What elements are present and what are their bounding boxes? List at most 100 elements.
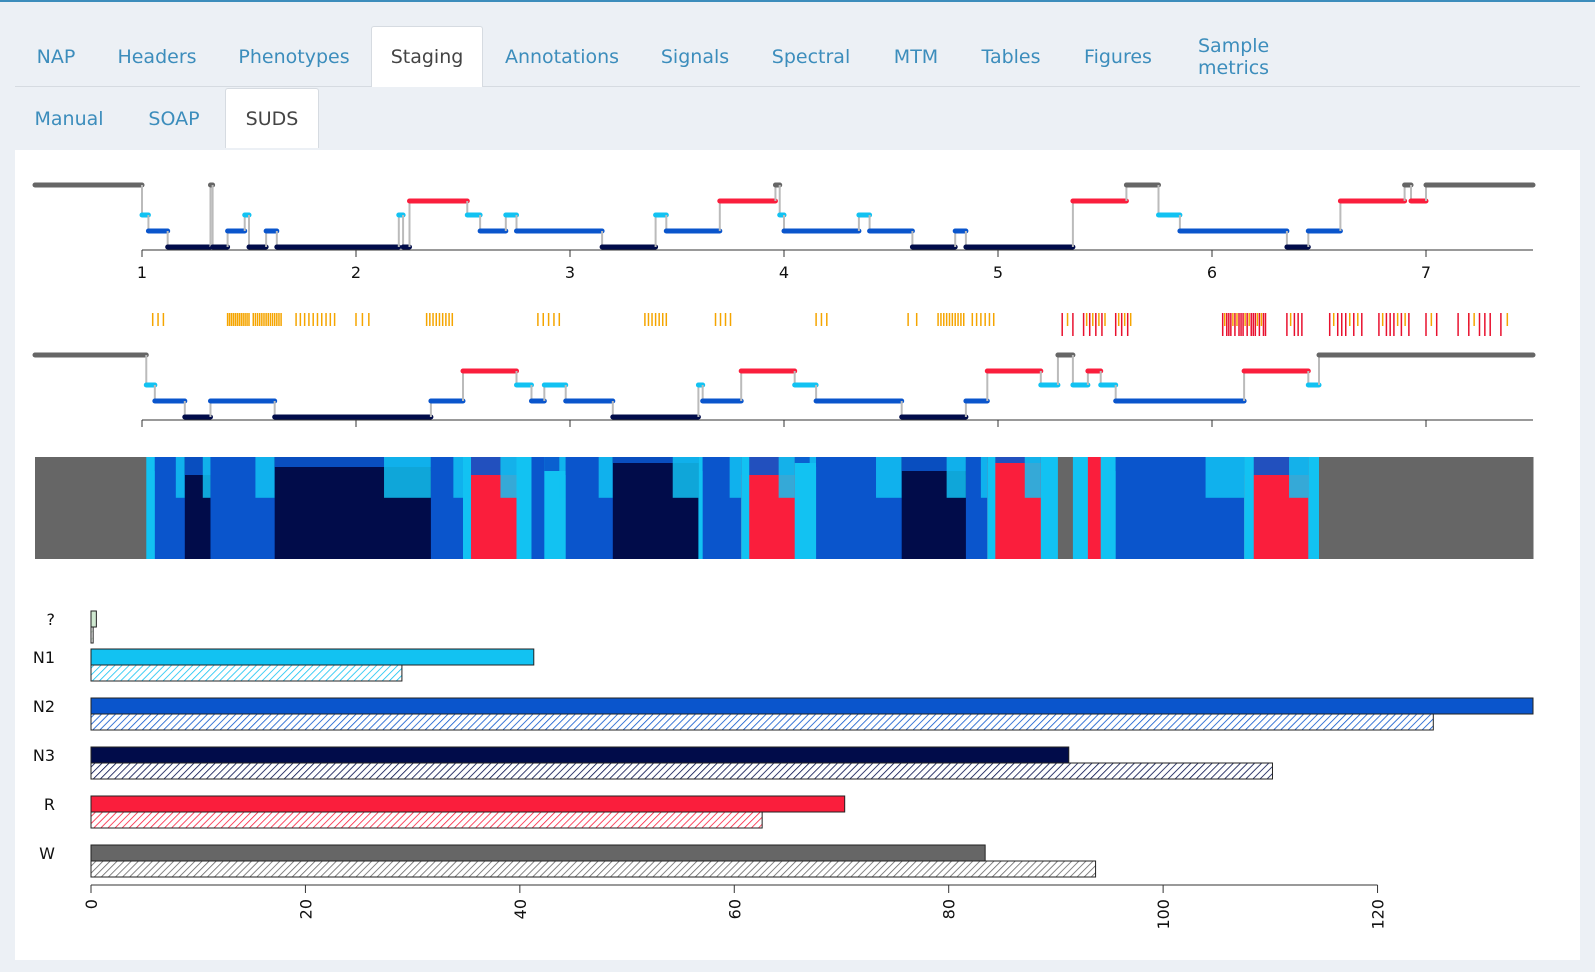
probability-band: [741, 457, 750, 559]
bar-category-label: N1: [33, 648, 55, 667]
probability-band: [794, 457, 817, 463]
stage-duration-barplot: ? N1 N2 N3 R W 0 20 40 60 80 100 120: [33, 610, 1534, 930]
probability-band: [672, 457, 699, 498]
tab-signals[interactable]: Signals: [641, 26, 749, 86]
staging-subtab-bar: Manual SOAP SUDS: [15, 88, 1580, 148]
bar-primary-W: [90, 844, 986, 862]
x-tick-label: 5: [993, 433, 1003, 435]
probability-band: [463, 457, 472, 559]
bar-secondary-R: [90, 811, 763, 829]
probability-block-W: [1057, 457, 1074, 559]
probability-band: [729, 457, 742, 498]
tab-staging-label: Staging: [390, 46, 464, 68]
confidence-ticks: [151, 313, 1509, 336]
x-tick-label: 2: [351, 263, 361, 282]
bar-primary-N3: [90, 746, 1070, 764]
probability-band: [202, 457, 211, 498]
tab-tables[interactable]: Tables: [959, 26, 1063, 86]
subtab-manual-label: Manual: [34, 107, 104, 130]
tab-staging[interactable]: Staging: [371, 26, 483, 87]
probability-band: [778, 457, 795, 498]
probability-band: [987, 457, 1041, 463]
bar-x-tick-label: 80: [940, 899, 959, 919]
tab-nap[interactable]: NAP: [15, 26, 97, 86]
probability-band: [1205, 457, 1245, 498]
probability-band: [559, 457, 566, 498]
subtab-suds[interactable]: SUDS: [225, 88, 319, 148]
x-tick-label: 1: [137, 263, 147, 282]
probability-block-N1: [698, 457, 704, 559]
x-tick-label: 5: [993, 263, 1003, 282]
tab-headers[interactable]: Headers: [97, 26, 217, 86]
x-tick-label: 1: [137, 433, 147, 435]
probability-band: [1024, 457, 1041, 498]
probability-block-N1: [516, 457, 532, 559]
bar-category-label: ?: [47, 610, 56, 629]
tab-signals-label: Signals: [660, 45, 730, 68]
tab-sample-metrics[interactable]: Sample metrics: [1173, 26, 1343, 86]
bar-x-tick-label: 40: [511, 899, 530, 919]
probability-band: [980, 457, 988, 498]
x-tick-label: 6: [1207, 263, 1217, 282]
tab-spectral-label: Spectral: [771, 45, 851, 68]
probability-block-W: [35, 457, 147, 559]
x-tick-label: 4: [779, 433, 789, 435]
bar-secondary-W: [90, 860, 1097, 878]
suds-panel: 1 2 3 4 5 6 7 1 2 3 4 5 6 7 ? N1 N2 N3 R W 0 20 40 60 80 100 120: [15, 150, 1580, 960]
bar-secondary-N2: [90, 713, 1434, 731]
tab-annotations[interactable]: Annotations: [483, 26, 641, 86]
bar-secondary-N3: [90, 762, 1273, 780]
x-tick-label: 4: [779, 263, 789, 282]
bar-x-tick-label: 0: [82, 899, 101, 909]
bar-x-tick-label: 120: [1369, 899, 1388, 930]
x-tick-label: 7: [1421, 433, 1431, 435]
probability-band: [175, 457, 185, 498]
tab-sample-metrics-label: Sample metrics: [1198, 34, 1270, 79]
probability-band: [946, 457, 966, 498]
probability-band: [500, 457, 517, 498]
probability-band: [255, 457, 275, 498]
bar-category-label: W: [39, 844, 55, 863]
tab-nap-label: NAP: [36, 45, 76, 68]
probability-block-R: [1087, 457, 1102, 559]
stage-probability-plot: [35, 457, 1534, 559]
bar-category-label: N2: [33, 697, 55, 716]
probability-block-N1: [1308, 457, 1320, 559]
subtab-soap-label: SOAP: [148, 107, 200, 130]
probability-block-N1: [1040, 457, 1059, 559]
probability-band: [612, 457, 699, 463]
tab-spectral[interactable]: Spectral: [749, 26, 873, 86]
probability-block-N1: [1100, 457, 1117, 559]
x-tick-label: 7: [1421, 263, 1431, 282]
tab-mtm-label: MTM: [893, 45, 939, 68]
tab-phenotypes-label: Phenotypes: [238, 45, 350, 68]
subtab-suds-label: SUDS: [245, 107, 299, 130]
tab-figures[interactable]: Figures: [1063, 26, 1173, 86]
hypnogram-top: 1 2 3 4 5 6 7: [32, 182, 1536, 282]
x-tick-label: 3: [565, 263, 575, 282]
x-tick-label: 2: [351, 433, 361, 435]
tab-figures-label: Figures: [1084, 45, 1152, 68]
tab-tables-label: Tables: [981, 45, 1041, 68]
bar-primary-N1: [90, 648, 535, 666]
probability-band: [1289, 457, 1309, 498]
probability-block-W: [1319, 457, 1534, 559]
bar-x-tick-label: 20: [296, 899, 315, 919]
bar-primary-U: [90, 610, 97, 628]
probability-band: [598, 457, 613, 498]
subtab-soap[interactable]: SOAP: [123, 88, 225, 148]
probability-band: [1244, 457, 1254, 559]
tab-annotations-label: Annotations: [504, 45, 620, 68]
subtab-manual[interactable]: Manual: [15, 88, 123, 148]
probability-band: [876, 457, 902, 498]
bar-x-tick-label: 100: [1154, 899, 1173, 930]
probability-band: [816, 457, 902, 467]
main-tab-bar: NAP Headers Phenotypes Staging Annotations Si…: [15, 26, 1580, 87]
probability-band: [809, 457, 817, 498]
tab-mtm[interactable]: MTM: [873, 26, 959, 86]
bar-primary-N2: [90, 697, 1534, 715]
probability-block-N1: [1072, 457, 1089, 559]
x-tick-label: 3: [565, 433, 575, 435]
probability-band: [210, 457, 275, 463]
tab-phenotypes[interactable]: Phenotypes: [217, 26, 371, 86]
